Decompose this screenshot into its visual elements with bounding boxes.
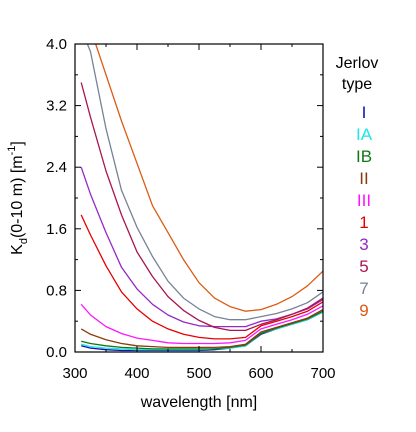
y-axis-label-sub: d [18,238,30,244]
x-tick-label: 300 [62,365,87,382]
x-tick-label: 400 [124,365,149,382]
x-tick-label: 700 [310,365,335,382]
legend-item-IB: IB [356,147,372,166]
series-line-9 [94,44,323,312]
x-tick-label: 500 [186,365,211,382]
legend-item-I: I [362,103,367,122]
y-tick-label: 0.8 [46,282,67,299]
y-tick-label: 2.4 [46,159,67,176]
legend-title-line2: type [342,76,372,93]
y-axis-label-end: ] [9,141,26,145]
legend-item-III: III [357,191,371,210]
legend-item-9: 9 [359,301,368,320]
x-axis: 300 400 500 600 700 [62,44,336,382]
plot-frame [74,43,324,353]
series-line-3 [80,166,323,328]
legend-item-5: 5 [359,257,368,276]
x-axis-label: wavelength [nm] [140,394,258,411]
y-tick-label: 0.0 [46,344,67,361]
legend-item-3: 3 [359,235,368,254]
y-axis: 0.0 0.8 1.6 2.4 3.2 4.0 [46,36,323,361]
series-line-III [80,303,323,345]
series-line-7 [86,44,323,321]
legend-item-IA: IA [356,125,373,144]
series-line-1 [80,214,323,340]
y-axis-label-sup: -1 [6,146,18,156]
series-layer [80,44,323,352]
y-axis-label-main: K [9,244,26,255]
y-axis-label-mid: (0-10 m) [m [9,155,26,238]
legend-item-7: 7 [359,279,368,298]
legend-item-II: II [359,169,368,188]
y-axis-label: Kd(0-10 m) [m-1] [6,141,30,255]
x-tick-label: 600 [248,365,273,382]
series-line-5 [80,82,323,332]
legend-item-1: 1 [359,213,368,232]
legend-title-line1: Jerlov [336,55,379,72]
y-tick-label: 1.6 [46,221,67,238]
y-tick-label: 3.2 [46,98,67,115]
y-tick-label: 4.0 [46,36,67,53]
